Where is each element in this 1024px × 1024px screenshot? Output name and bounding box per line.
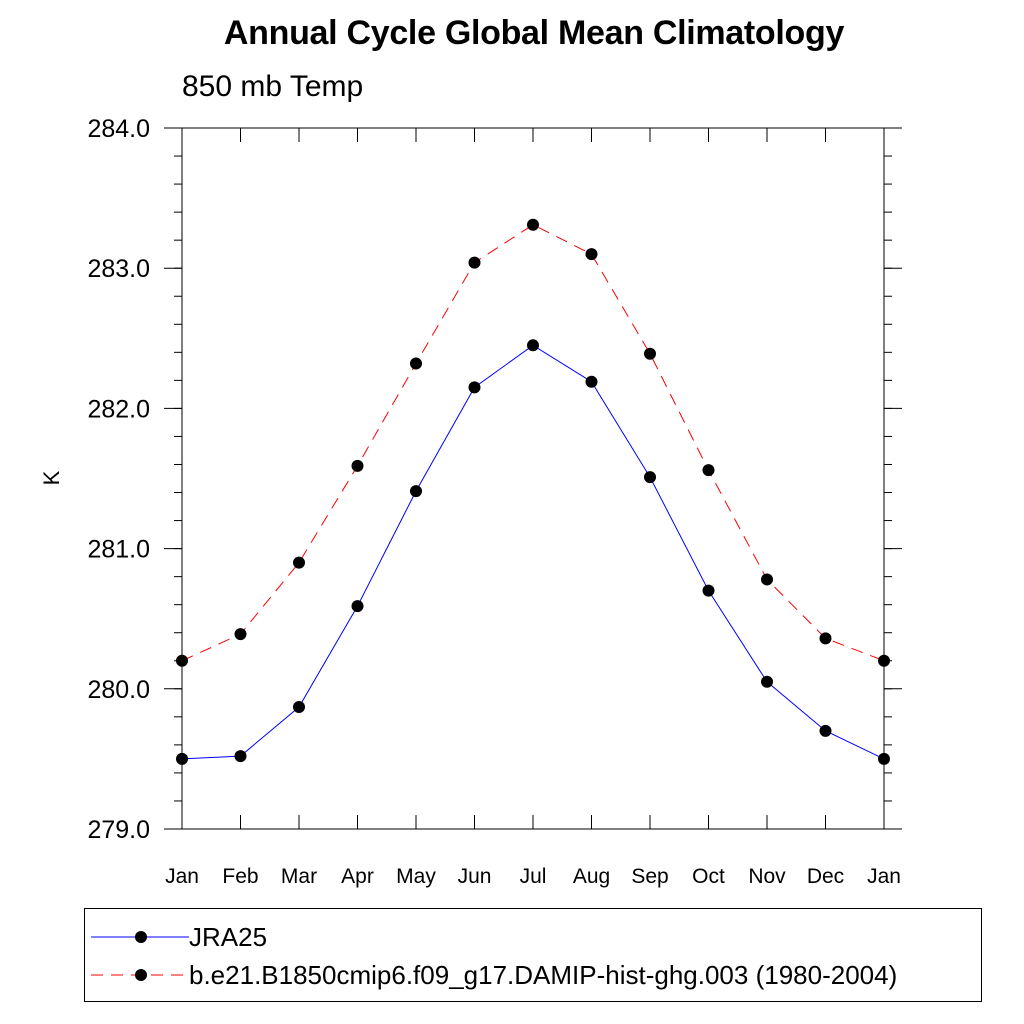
series-line-1 [181, 224, 885, 662]
legend-swatch-model [91, 969, 189, 981]
series-1-point-5 [468, 256, 481, 269]
series-1-point-0 [176, 654, 188, 667]
x-tick-label: Apr [341, 865, 374, 888]
x-tick-label: Feb [222, 865, 258, 888]
legend: JRA25 b.e21.B1850cmip6.f09_g17.DAMIP-his… [84, 908, 982, 1002]
series-1-point-7 [585, 248, 598, 261]
x-tick-label: Aug [573, 865, 610, 888]
y-tick-label: 284.0 [87, 115, 150, 143]
chart-title: Annual Cycle Global Mean Climatology [223, 14, 845, 52]
series-1-point-2 [293, 556, 305, 569]
x-tick-label: Jun [458, 865, 492, 888]
y-tick-label: 279.0 [87, 816, 150, 844]
y-tick-label: 281.0 [87, 536, 150, 564]
y-tick-label: 280.0 [87, 676, 150, 704]
series-1-point-9 [702, 464, 715, 477]
series-0-point-4 [410, 485, 422, 498]
y-tick-label: 283.0 [87, 255, 150, 283]
x-tick-label: Sep [631, 865, 668, 888]
legend-item-model: b.e21.B1850cmip6.f09_g17.DAMIP-hist-ghg.… [85, 955, 897, 995]
series-1-point-3 [351, 459, 364, 472]
series-0-point-9 [702, 584, 715, 597]
series-0-point-12 [878, 752, 890, 765]
series-0-point-11 [819, 724, 832, 737]
chart-subtitle: 850 mb Temp [182, 70, 364, 103]
legend-item-jra25: JRA25 [85, 917, 267, 957]
series-0-point-1 [234, 750, 247, 763]
series-1-point-10 [761, 573, 773, 586]
plot-frame [181, 127, 885, 830]
series-0-point-10 [761, 675, 773, 688]
series-1-point-8 [644, 347, 656, 360]
series-0-point-6 [527, 339, 539, 352]
x-tick-label: Oct [692, 865, 725, 888]
x-tick-label: Jul [520, 865, 547, 888]
series-1-point-12 [878, 654, 890, 667]
series-0-point-3 [351, 600, 364, 613]
legend-swatch-jra25 [91, 931, 189, 943]
series-0-point-7 [585, 375, 598, 388]
x-tick-label: Jan [165, 865, 199, 888]
series-0-point-5 [468, 381, 481, 394]
legend-label-model: b.e21.B1850cmip6.f09_g17.DAMIP-hist-ghg.… [189, 959, 898, 990]
series-1-point-11 [819, 632, 832, 645]
series-0-point-8 [644, 471, 656, 484]
x-tick-label: Dec [807, 865, 844, 888]
x-tick-label: Mar [281, 865, 317, 888]
series-1-point-4 [410, 357, 422, 370]
series-line-0 [181, 344, 885, 760]
series-1-point-6 [527, 218, 539, 231]
y-tick-label: 282.0 [87, 395, 150, 423]
x-tick-label: Nov [748, 865, 786, 888]
x-tick-label: Jan [867, 865, 901, 888]
x-tick-label: May [396, 865, 436, 888]
legend-label-jra25: JRA25 [189, 921, 268, 952]
series-0-point-2 [293, 701, 305, 714]
series-1-point-1 [234, 628, 247, 641]
series-0-point-0 [176, 752, 188, 765]
